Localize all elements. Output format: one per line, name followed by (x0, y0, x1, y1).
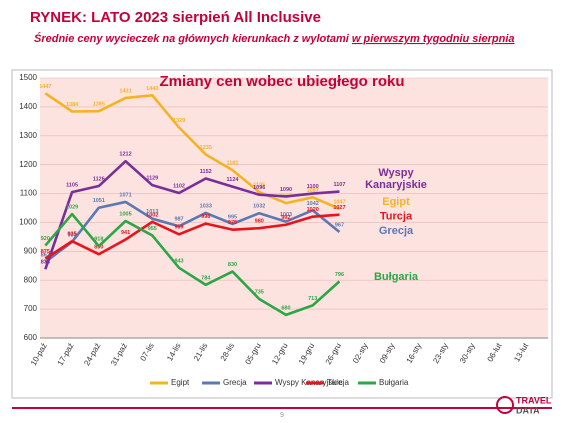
data-label: 920 (41, 236, 50, 242)
logo-icon (496, 396, 514, 414)
data-label: 1047 (333, 199, 345, 205)
data-label: 959 (174, 225, 183, 231)
data-label: 941 (121, 230, 130, 236)
y-tick-label: 1200 (19, 160, 37, 169)
data-label: 843 (174, 258, 183, 264)
data-label: 1105 (66, 183, 78, 189)
data-label: 992 (281, 215, 290, 221)
y-tick-label: 800 (24, 275, 38, 284)
slide-subtitle: Średnie ceny wycieczek na głównych kieru… (34, 32, 515, 45)
data-label: 1212 (119, 152, 131, 158)
data-label: 1440 (146, 86, 158, 92)
series-line (44, 159, 340, 270)
data-label: 1005 (119, 211, 131, 217)
data-label: 1329 (173, 118, 185, 124)
y-tick-label: 1400 (19, 102, 37, 111)
annotation: Kanaryjskie (365, 179, 427, 191)
plot-area (40, 78, 548, 338)
subtitle-text: Średnie ceny wycieczek na głównych kieru… (34, 32, 350, 45)
legend-label: Bułgaria (379, 378, 409, 387)
series-line (44, 213, 340, 260)
data-label: 1235 (200, 145, 212, 151)
data-label: 1051 (93, 198, 105, 204)
data-label: 735 (255, 289, 264, 295)
data-label: 1129 (146, 176, 158, 182)
data-label: 1013 (146, 209, 158, 215)
data-label: 1002 (146, 212, 158, 218)
data-label: 935 (67, 232, 76, 238)
data-label: 875 (41, 249, 50, 255)
series-line (44, 92, 340, 211)
annotation: Wyspy (378, 167, 414, 179)
data-label: 1042 (307, 201, 319, 207)
annotation: Grecja (379, 225, 414, 237)
legend-label: Grecja (223, 378, 247, 387)
data-label: 1032 (253, 204, 265, 210)
data-label: 1107 (333, 182, 345, 188)
y-tick-label: 600 (24, 333, 38, 342)
data-label: 975 (228, 220, 237, 226)
data-label: 796 (335, 272, 344, 278)
data-label: 1020 (307, 207, 319, 213)
data-label: 1431 (119, 88, 131, 94)
data-label: 838 (41, 260, 50, 266)
legend-label: Turcja (327, 378, 349, 387)
logo-text: DATA (516, 405, 540, 415)
data-label: 1096 (253, 185, 265, 191)
logo-text: TRAVEL (516, 395, 552, 405)
legend-label: Egipt (171, 378, 190, 387)
data-label: 1102 (173, 183, 185, 189)
y-tick-label: 1000 (19, 218, 37, 227)
y-tick-label: 700 (24, 304, 38, 313)
annotation: Bułgaria (374, 271, 419, 283)
data-label: 830 (228, 262, 237, 268)
data-label: 1087 (307, 188, 319, 194)
y-tick-label: 900 (24, 246, 38, 255)
data-label: 713 (308, 296, 317, 302)
data-label: 1105 (253, 183, 265, 189)
page-number: 9 (280, 412, 284, 419)
chart-title: Zmiany cen wobec ubiegłego roku (159, 73, 404, 90)
data-label: 996 (201, 214, 210, 220)
data-label: 1447 (39, 84, 51, 90)
data-label: 1090 (280, 187, 292, 193)
y-tick-label: 1100 (20, 189, 38, 198)
data-label: 1029 (66, 205, 78, 211)
data-label: 918 (94, 237, 103, 243)
data-label: 784 (201, 275, 211, 281)
data-label: 1124 (227, 177, 240, 183)
data-label: 1152 (200, 169, 212, 175)
annotation: Egipt (382, 196, 410, 208)
data-label: 1003 (280, 212, 292, 218)
data-label: 680 (281, 305, 290, 311)
y-tick-label: 1300 (19, 131, 37, 140)
y-tick-label: 1500 (19, 73, 37, 82)
data-label: 1071 (119, 192, 131, 198)
data-label: 863 (41, 252, 50, 258)
subtitle-underlined: w pierwszym tygodniu sierpnia (352, 33, 515, 45)
annotation: Turcja (380, 211, 413, 223)
data-label: 1126 (93, 176, 105, 182)
series-line (44, 200, 341, 264)
data-label: 1384 (66, 102, 79, 108)
data-label: 1027 (333, 205, 345, 211)
data-label: 890 (94, 245, 103, 251)
data-label: 955 (148, 226, 157, 232)
slide-title: RYNEK: LATO 2023 sierpień All Inclusive (30, 9, 321, 26)
data-label: 933 (67, 232, 76, 238)
data-label: 1033 (200, 203, 212, 209)
data-label: 987 (174, 217, 183, 223)
data-label: 995 (228, 214, 237, 220)
data-label: 967 (335, 222, 344, 228)
data-label: 980 (255, 219, 264, 225)
data-label: 1181 (227, 161, 239, 167)
series-line (44, 212, 341, 317)
data-label: 1385 (93, 102, 105, 108)
data-label: 1100 (307, 184, 319, 190)
